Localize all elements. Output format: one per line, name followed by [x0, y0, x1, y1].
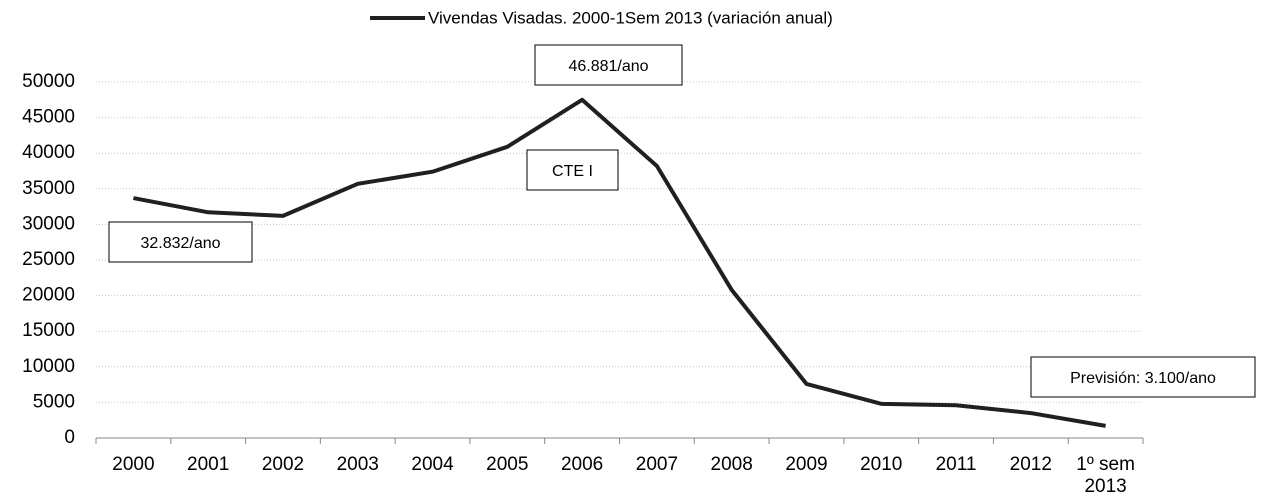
annotation-box	[526, 149, 619, 191]
x-tick-label: 2000	[112, 454, 155, 475]
annotation-box	[108, 221, 253, 263]
y-tick-label: 30000	[22, 213, 75, 234]
x-tick-label: 2004	[411, 454, 454, 475]
x-tick-label: 2009	[785, 454, 828, 475]
x-tick-label: 2006	[560, 454, 604, 475]
y-tick-label: 15000	[22, 320, 75, 341]
annotation: 32.832/ano	[140, 235, 220, 252]
y-tick-label: 50000	[22, 71, 75, 92]
data-line	[133, 97, 1106, 428]
x-tick-label: 2001	[187, 454, 230, 475]
annotation: CTE I	[552, 163, 593, 180]
x-tick-label: 2005	[486, 454, 529, 475]
y-tick-label: 5000	[33, 391, 75, 412]
y-tick-label: 0	[64, 427, 75, 448]
y-tick-label: 25000	[22, 249, 75, 270]
y-tick-label: 10000	[22, 356, 75, 377]
x-tick-label: 2011	[935, 454, 977, 475]
annotation-box	[534, 44, 683, 86]
x-tick-label: 2002	[261, 454, 305, 475]
y-tick-label: 20000	[22, 285, 75, 306]
x-tick-label: 2007	[635, 454, 679, 475]
y-tick-label: 40000	[22, 142, 75, 163]
legend-label: Vivendas Visadas. 2000-1Sem 2013 (variac…	[428, 8, 833, 27]
annotation-box	[1030, 356, 1256, 398]
y-tick-label: 35000	[22, 178, 75, 199]
x-tick-label: 2008	[710, 454, 753, 475]
y-tick-label: 45000	[22, 107, 75, 128]
x-tick-label: 2012	[1009, 454, 1052, 475]
annotation: 46.881/ano	[568, 58, 648, 75]
x-tick-label: 2003	[336, 454, 379, 475]
x-tick-label: 1º sem 2013	[1076, 454, 1135, 497]
x-tick-label: 2010	[860, 454, 903, 475]
annotation: Previsión: 3.100/ano	[1070, 370, 1216, 387]
